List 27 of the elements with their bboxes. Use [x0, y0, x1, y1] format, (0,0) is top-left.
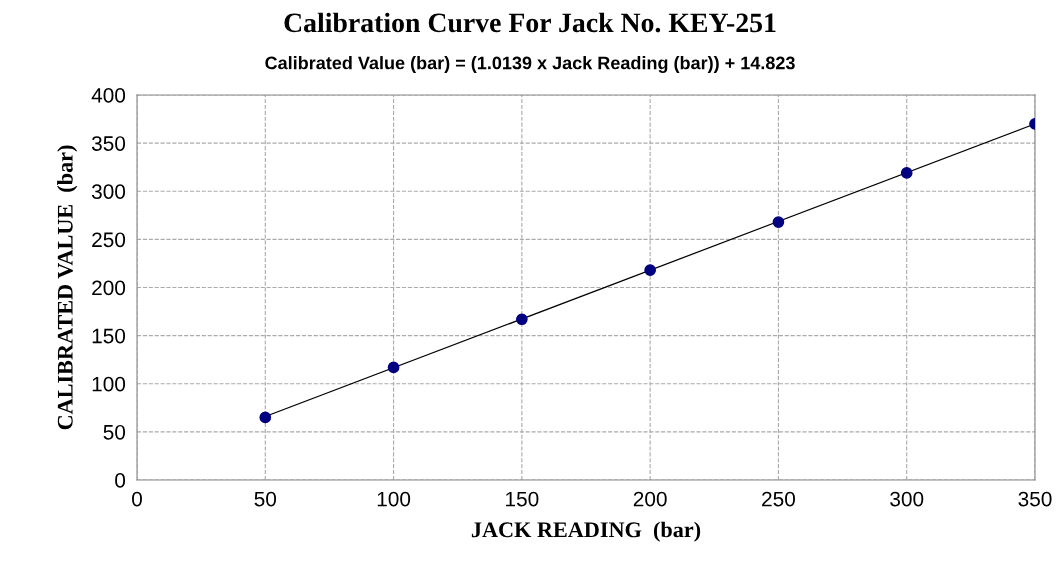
point	[259, 411, 272, 424]
y-tick-label: 300	[91, 184, 126, 199]
chart-subtitle: Calibrated Value (bar) = (1.0139 x Jack Reading (bar)) + 14.823	[265, 56, 795, 73]
x-tick-label: 200	[633, 491, 667, 507]
x-tick-label: 100	[377, 491, 411, 507]
y-tick-label: 50	[103, 424, 126, 440]
point	[516, 313, 528, 326]
y-tick-label: 200	[92, 280, 126, 296]
y-tick-label: 150	[92, 328, 126, 344]
x-tick-label: 250	[762, 491, 795, 507]
x-tick-label: 300	[890, 491, 924, 507]
point	[900, 167, 913, 179]
y-tick-label: 0	[115, 473, 126, 488]
y-tick-label: 350	[91, 136, 126, 151]
point	[644, 264, 656, 277]
chart-title: Calibration Curve For Jack No. KEY-251	[284, 12, 776, 33]
point	[387, 361, 400, 374]
y-tick-label: 400	[91, 88, 126, 103]
y-axis-title: CALIBRATED VALUE (bar)	[57, 145, 78, 430]
x-axis-title: JACK READING (bar)	[471, 521, 701, 542]
x-tick-label: 350	[1018, 491, 1052, 507]
point	[772, 216, 785, 228]
y-tick-label: 250	[92, 232, 126, 248]
y-tick-label: 100	[92, 376, 126, 392]
x-tick-label: 150	[506, 491, 539, 507]
x-tick-label: 50	[254, 491, 277, 507]
x-tick-label: 0	[132, 491, 142, 507]
